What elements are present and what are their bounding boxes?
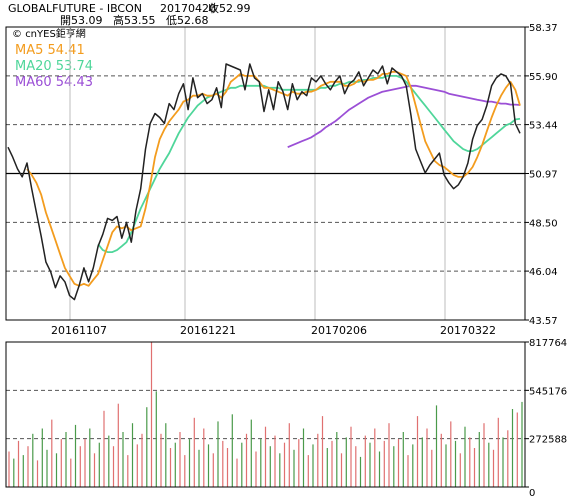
open-price-label: 開53.09	[60, 14, 103, 27]
series-line-ma60	[287, 84, 521, 149]
price-ytick-label-1: 55.90	[529, 72, 558, 83]
volume-plot-border	[5, 341, 526, 488]
price-ytick-label-2: 53.44	[529, 121, 558, 132]
watermark-text: cnYES鉅亨網	[25, 29, 86, 40]
volume-frame	[5, 341, 526, 488]
price-xtick-label-2: 20170206	[311, 324, 367, 337]
price-grid	[6, 27, 525, 320]
series-line-ma20	[97, 75, 521, 253]
price-xtick-label-0: 20161107	[51, 324, 107, 337]
price-ytick-label-0: 58.37	[529, 23, 558, 34]
legend-ma60: MA60 54.43	[15, 75, 93, 90]
high-price-label: 高53.55	[113, 14, 156, 27]
volume-ytick-label-1: 545176	[529, 386, 567, 397]
price-ytick-label-5: 46.04	[529, 267, 558, 278]
legend-ma5: MA5 54.41	[15, 43, 85, 58]
volume-y-axis: 817764 545176 272588 0	[525, 338, 567, 499]
series-line-ma5	[26, 71, 521, 287]
price-y-axis: 58.37 55.90 53.44 50.97 48.50 46.04 43.57	[525, 23, 558, 327]
volume-ytick-label-3: 0	[529, 488, 535, 499]
copyright-icon: ©	[12, 29, 22, 40]
price-lines	[7, 63, 521, 301]
price-ytick-label-4: 48.50	[529, 218, 558, 229]
date-label: 20170420	[160, 2, 216, 15]
volume-bars	[8, 342, 523, 487]
volume-ytick-label-0: 817764	[529, 338, 567, 349]
volume-ytick-label-2: 272588	[529, 435, 567, 446]
price-ytick-label-3: 50.97	[529, 170, 558, 181]
price-ytick-label-6: 43.57	[529, 316, 558, 327]
series-line-price	[7, 63, 521, 301]
watermark: © cnYES鉅亨網	[12, 29, 86, 41]
price-x-axis: 20161107 20161221 20170206 20170322	[51, 324, 496, 337]
legend-ma20: MA20 53.74	[15, 59, 93, 74]
price-xtick-label-3: 20170322	[440, 324, 496, 337]
close-price-label: 收52.99	[208, 2, 251, 15]
low-price-label: 低52.68	[166, 14, 209, 27]
price-xtick-label-1: 20161221	[180, 324, 236, 337]
symbol-label: GLOBALFUTURE - IBCON	[8, 2, 142, 15]
